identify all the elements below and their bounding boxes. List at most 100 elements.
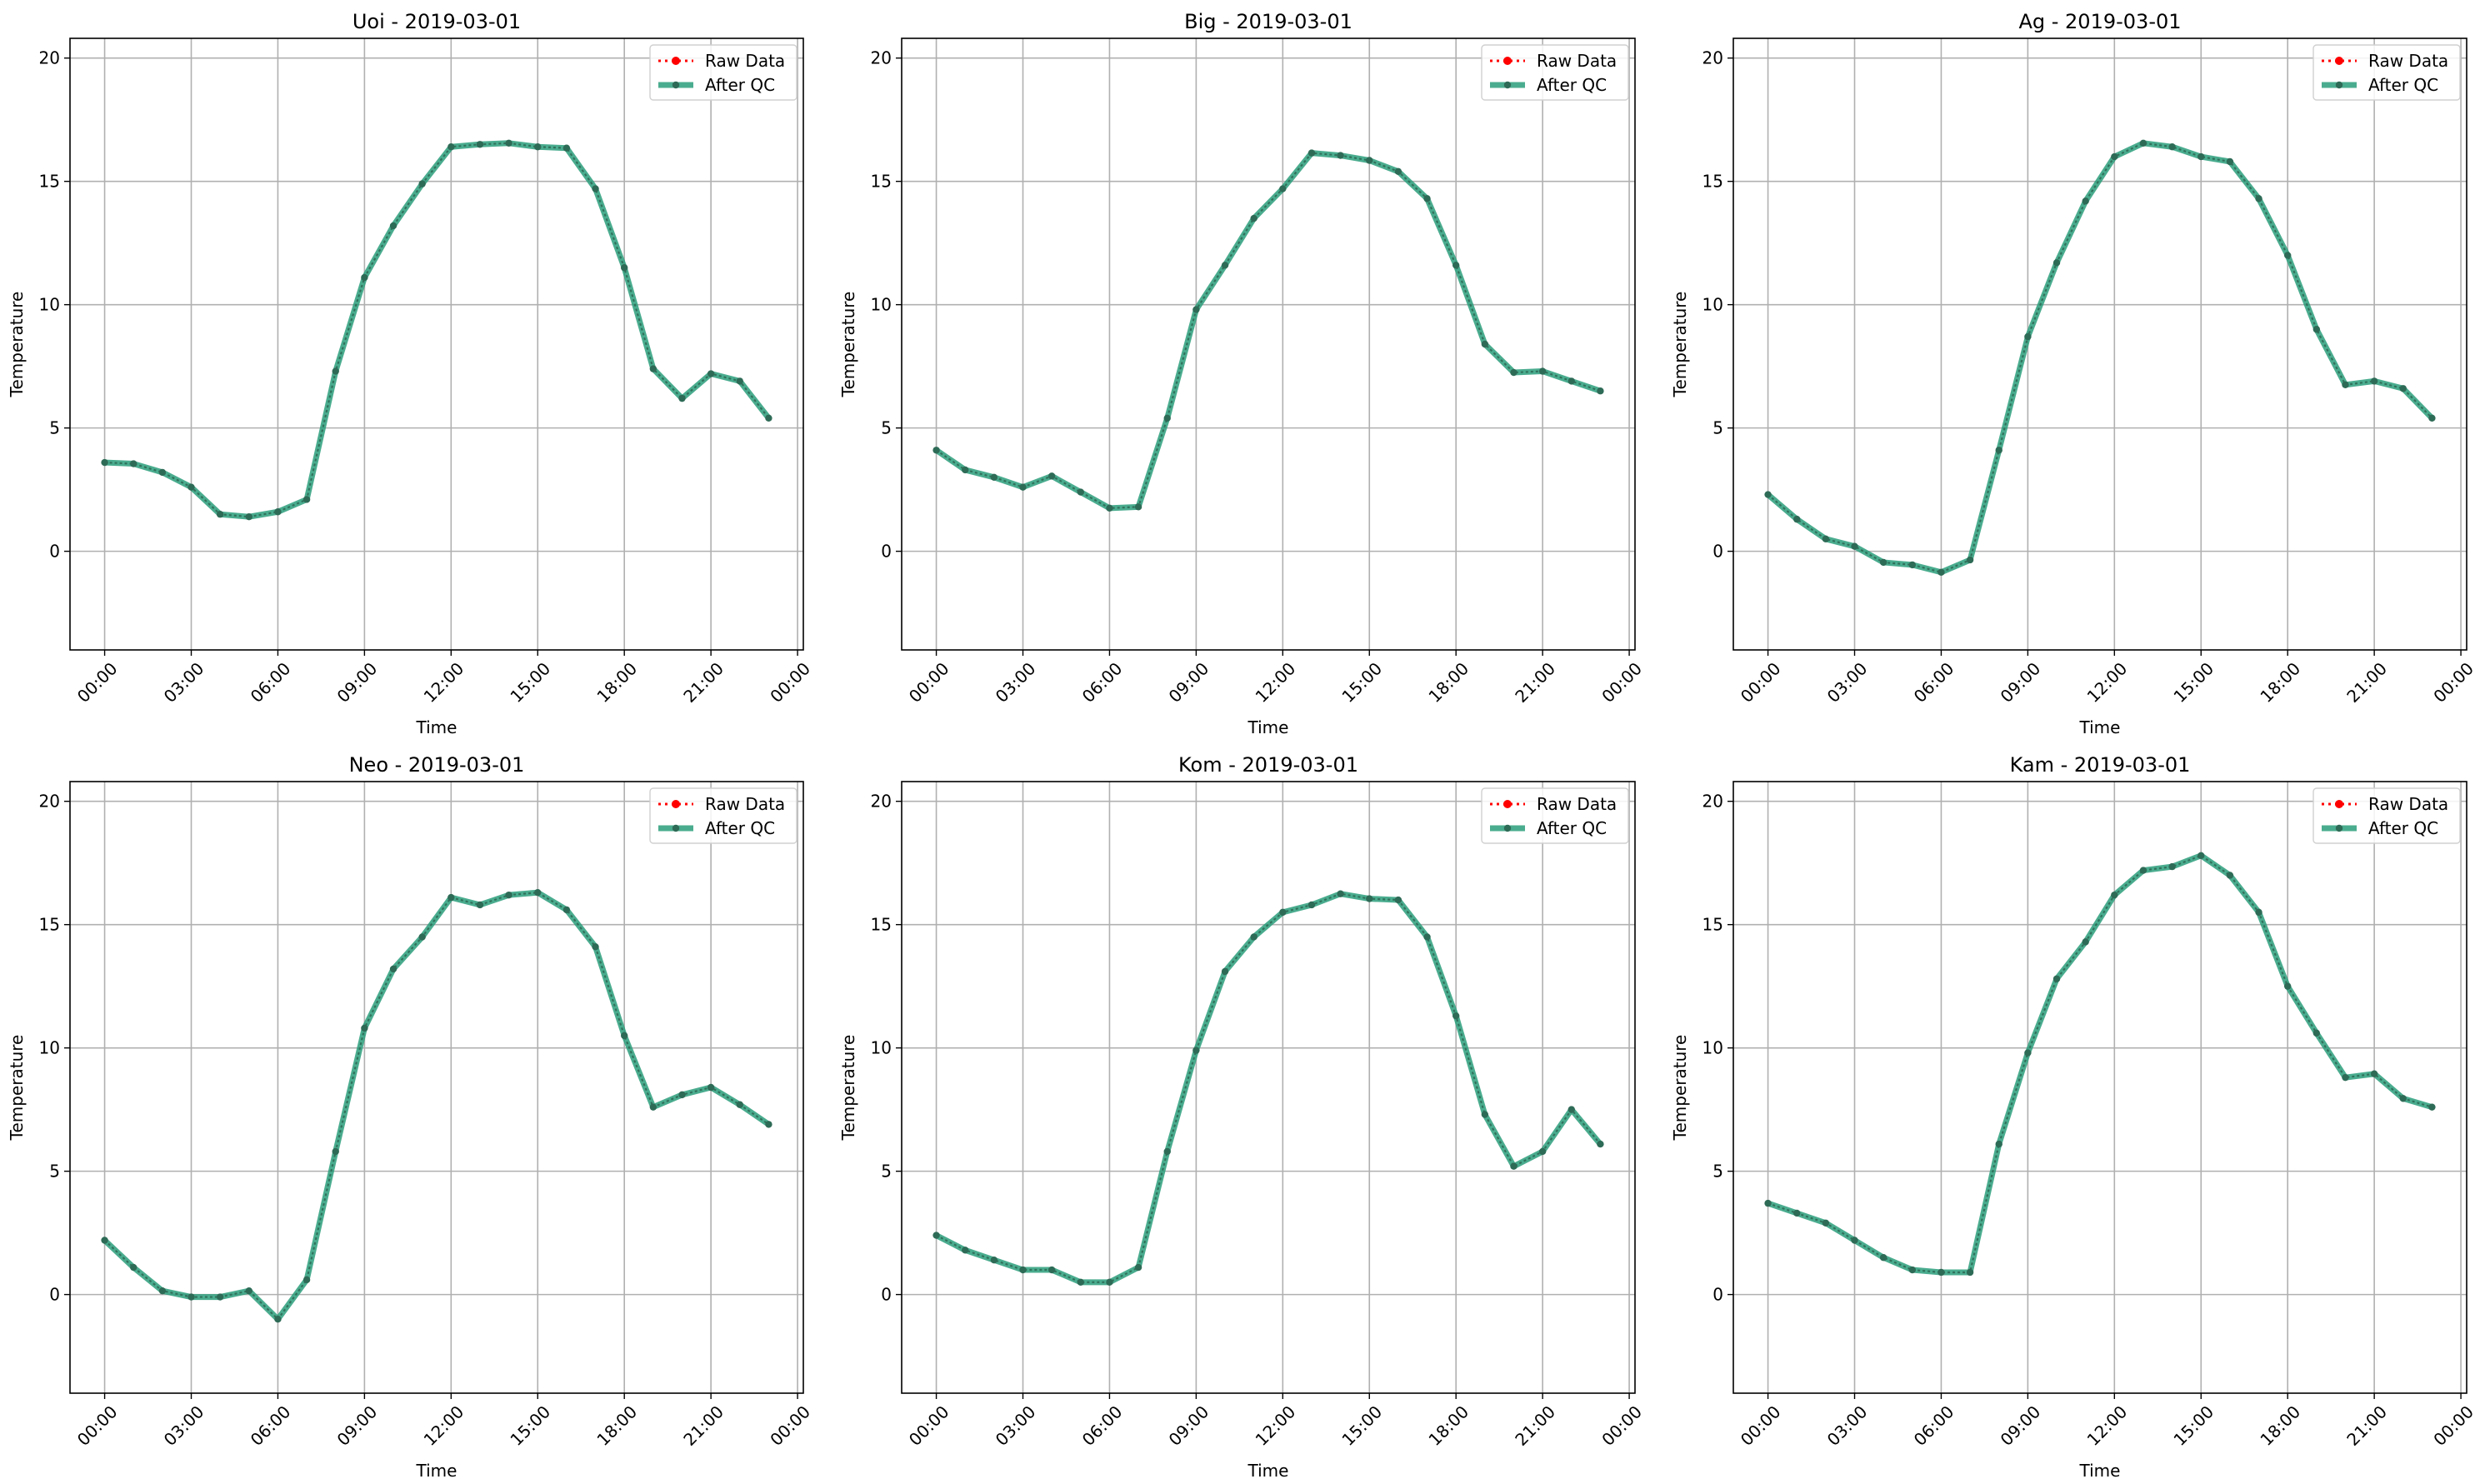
plot-frame (901, 37, 1636, 651)
data-point (361, 273, 368, 282)
x-tick-label: 18:00 (2256, 1402, 2304, 1450)
series-line-after-qc (1767, 852, 2433, 1276)
x-tick-label: 00:00 (1737, 658, 1785, 707)
data-point (1250, 933, 1258, 941)
legend-marker-after-qc (1503, 824, 1512, 832)
chart-title: Uoi - 2019-03-01 (352, 10, 521, 33)
subplot: 00:00 03:00 06:00 09:00 12:00 15:00 18:00 21:00… (838, 10, 1646, 737)
x-tick-label: 18:00 (2256, 658, 2304, 707)
legend-label-after-qc: After QC (705, 818, 775, 838)
data-point (216, 1293, 224, 1301)
subplot: 00:00 03:00 06:00 09:00 12:00 15:00 18:00 21:00… (1670, 753, 2478, 1481)
data-point (188, 1293, 195, 1301)
data-point (2428, 414, 2436, 422)
data-point (2370, 377, 2378, 385)
data-point (1250, 214, 1258, 222)
plot-frame (901, 781, 1636, 1394)
y-tick-label: 0 (1712, 542, 1723, 562)
x-tick-label: 21:00 (679, 1402, 728, 1450)
x-tick-label: 09:00 (1997, 1402, 2045, 1450)
y-tick-label: 0 (881, 1285, 892, 1305)
data-point (1337, 890, 1344, 897)
data-point (707, 370, 715, 377)
data-point (1966, 1268, 1974, 1277)
x-tick-label: 12:00 (420, 1402, 468, 1450)
plot-frame (1732, 37, 2468, 651)
data-point (1938, 1268, 1945, 1277)
legend-marker-raw-data (672, 800, 680, 808)
y-tick-label: 5 (49, 1162, 60, 1182)
subplot: 00:00 03:00 06:00 09:00 12:00 15:00 18:00 21:00… (838, 753, 1646, 1481)
y-tick-label: 15 (39, 172, 60, 192)
x-tick-label: 03:00 (1823, 1402, 1872, 1450)
data-point (562, 144, 571, 152)
data-point (1851, 1237, 1858, 1244)
legend-label-raw-data: Raw Data (705, 51, 785, 71)
legend-label-raw-data: Raw Data (1537, 794, 1617, 814)
x-tick-label: 06:00 (247, 658, 295, 707)
x-tick-label: 21:00 (2342, 658, 2391, 707)
data-point (2283, 982, 2292, 990)
data-point (130, 460, 138, 467)
y-tick-label: 0 (49, 1285, 60, 1305)
x-tick-label: 09:00 (1997, 658, 2045, 707)
data-point (1048, 472, 1056, 480)
y-axis-label: Temperature (7, 292, 27, 398)
data-point (649, 365, 658, 372)
data-point (2111, 152, 2118, 161)
data-point (1995, 447, 2002, 454)
legend: Raw Data After QC (1481, 787, 1629, 844)
data-point (274, 1316, 282, 1323)
data-point (1106, 1278, 1113, 1287)
data-point (1597, 1140, 1604, 1148)
data-point (2312, 326, 2321, 333)
y-tick-label: 20 (39, 792, 60, 812)
x-tick-label: 00:00 (766, 1402, 814, 1450)
data-point (765, 414, 772, 422)
data-point (1279, 908, 1287, 917)
data-point (1822, 1219, 1830, 1227)
x-tick-label: 18:00 (592, 658, 641, 707)
data-point (1366, 895, 1373, 902)
data-point (245, 512, 253, 521)
data-point (2139, 867, 2148, 874)
data-point (1879, 1254, 1888, 1262)
x-tick-label: 00:00 (73, 658, 122, 707)
y-tick-label: 10 (1702, 1038, 1723, 1058)
legend-marker-after-qc (2335, 824, 2343, 832)
data-point (1394, 896, 1402, 904)
data-point (736, 377, 743, 385)
data-point (562, 906, 571, 914)
subplot: 00:00 03:00 06:00 09:00 12:00 15:00 18:00 21:00… (7, 10, 814, 737)
chart-title: Ag - 2019-03-01 (2018, 10, 2181, 33)
plot-frame (69, 37, 804, 651)
data-point (101, 1237, 108, 1244)
x-tick-label: 00:00 (2429, 658, 2478, 707)
y-tick-label: 15 (871, 172, 892, 192)
x-tick-label: 06:00 (1910, 1402, 1958, 1450)
x-tick-label: 09:00 (333, 658, 382, 707)
data-point (2198, 152, 2205, 161)
data-point (2168, 862, 2176, 871)
data-point (592, 185, 599, 192)
data-point (1908, 561, 1917, 569)
series-line-raw-data (1767, 142, 2433, 573)
data-point (332, 1147, 339, 1156)
data-point (1221, 262, 1229, 269)
x-tick-label: 03:00 (992, 658, 1040, 707)
legend-label-raw-data: Raw Data (2368, 51, 2448, 71)
x-tick-label: 00:00 (1598, 658, 1646, 707)
legend: Raw Data After QC (1481, 44, 1629, 101)
data-point (534, 143, 542, 151)
data-point (1192, 1047, 1200, 1054)
data-point (1394, 167, 1402, 176)
data-point (418, 180, 426, 187)
y-tick-label: 15 (1702, 172, 1723, 192)
data-point (476, 141, 484, 148)
y-tick-label: 5 (881, 418, 892, 438)
data-point (1192, 306, 1200, 313)
data-point (1019, 483, 1027, 491)
x-tick-label: 12:00 (420, 658, 468, 707)
data-point (1452, 262, 1460, 269)
data-point (1019, 1266, 1027, 1274)
